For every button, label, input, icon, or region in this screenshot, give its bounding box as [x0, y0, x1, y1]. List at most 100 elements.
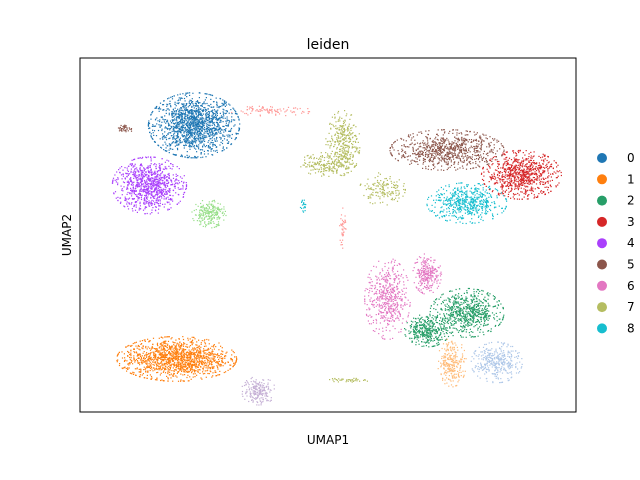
data-point	[145, 363, 147, 365]
data-point	[485, 313, 487, 315]
data-point	[473, 309, 475, 311]
data-point	[178, 343, 180, 345]
data-point	[175, 127, 177, 129]
data-point	[528, 168, 530, 170]
data-point	[149, 353, 151, 355]
data-point	[215, 371, 217, 373]
data-point	[448, 299, 450, 301]
data-point	[195, 359, 197, 361]
data-point	[173, 370, 175, 372]
data-point	[521, 166, 524, 168]
data-point	[177, 133, 179, 135]
data-point	[215, 361, 217, 364]
data-point	[493, 298, 495, 300]
data-point	[453, 324, 455, 326]
data-point	[190, 110, 192, 112]
data-point	[211, 361, 213, 363]
data-point	[469, 305, 471, 307]
data-point	[160, 353, 162, 355]
data-point	[422, 328, 424, 330]
data-point	[172, 380, 174, 382]
data-point	[167, 369, 169, 371]
data-point	[541, 166, 543, 168]
data-point	[502, 307, 504, 309]
data-point	[139, 185, 141, 187]
data-point	[473, 317, 475, 319]
data-point	[192, 115, 194, 118]
data-point	[138, 368, 140, 370]
data-point	[178, 144, 180, 146]
data-point	[197, 350, 199, 352]
data-point	[210, 132, 212, 134]
data-point	[153, 354, 155, 356]
data-point	[528, 173, 530, 175]
data-point	[527, 198, 529, 200]
data-point	[432, 328, 435, 330]
data-point	[199, 355, 201, 357]
data-point	[485, 185, 487, 187]
data-point	[148, 365, 150, 367]
data-point	[170, 106, 172, 108]
data-point	[470, 336, 472, 338]
data-point	[188, 365, 190, 367]
data-point	[453, 303, 455, 305]
data-point	[174, 348, 176, 350]
data-point	[149, 369, 151, 372]
data-point	[516, 165, 518, 167]
data-point	[472, 307, 474, 309]
data-point	[426, 335, 428, 337]
data-point	[531, 192, 533, 194]
data-point	[172, 119, 174, 121]
data-point	[167, 377, 169, 379]
data-point	[174, 154, 176, 156]
data-point	[492, 175, 494, 177]
data-point	[427, 318, 429, 320]
data-point	[414, 321, 416, 323]
data-point	[143, 339, 145, 341]
data-point	[146, 367, 148, 369]
data-point	[202, 121, 204, 123]
data-point	[203, 150, 205, 152]
data-point	[190, 142, 192, 145]
data-point	[224, 129, 226, 131]
data-point	[185, 361, 187, 363]
data-point	[413, 327, 415, 329]
data-point	[186, 141, 188, 143]
data-point	[162, 356, 164, 358]
data-point	[220, 363, 222, 366]
data-point	[226, 351, 228, 353]
data-point	[142, 362, 144, 364]
data-point	[532, 190, 534, 192]
data-point	[184, 127, 186, 129]
data-point	[468, 311, 470, 313]
data-point	[179, 123, 181, 125]
data-point	[421, 330, 423, 332]
data-point	[539, 183, 541, 185]
data-point	[549, 165, 551, 168]
data-point	[145, 345, 147, 348]
data-point	[192, 110, 194, 112]
data-point	[186, 360, 188, 362]
data-point	[550, 166, 552, 168]
data-point	[204, 339, 206, 341]
data-point	[219, 98, 222, 100]
data-point	[518, 171, 520, 173]
data-point	[126, 167, 128, 169]
data-point	[132, 184, 134, 186]
data-point	[187, 339, 189, 341]
data-point	[193, 147, 196, 149]
data-point	[135, 176, 137, 179]
data-point	[533, 181, 535, 183]
data-point	[544, 158, 546, 160]
data-point	[180, 118, 182, 120]
data-point	[444, 320, 447, 322]
data-point	[209, 132, 211, 134]
data-point	[198, 102, 200, 104]
data-point	[186, 135, 188, 137]
data-point	[156, 343, 158, 346]
data-point	[431, 327, 433, 329]
data-point	[197, 369, 199, 371]
data-point	[207, 116, 209, 119]
data-point	[461, 298, 463, 300]
data-point	[474, 321, 476, 323]
